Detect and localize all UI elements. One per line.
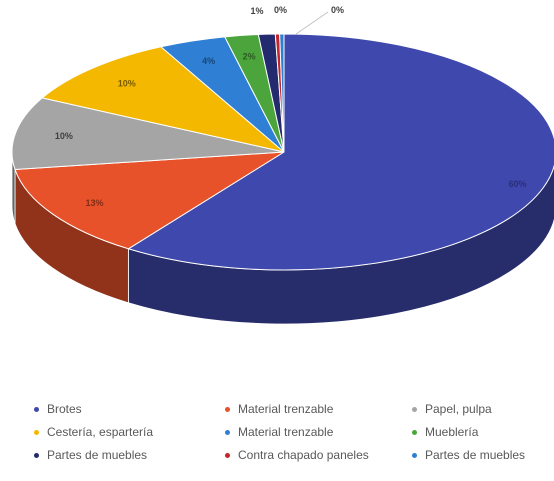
legend-item-5: Mueblería bbox=[412, 421, 478, 443]
legend-swatch bbox=[225, 406, 230, 412]
legend-item-6: Partes de muebles bbox=[34, 444, 147, 466]
pie-slice-8 bbox=[279, 33, 285, 153]
legend-item-0: Brotes bbox=[34, 398, 82, 420]
legend-label: Cestería, espartería bbox=[47, 425, 154, 439]
legend-swatch bbox=[412, 452, 417, 458]
pie-slice-0 bbox=[127, 33, 554, 271]
legend-label: Partes de muebles bbox=[47, 448, 148, 462]
pie-labels: 60% 13% 10% 10% 4% 2% 1% 0% 0% bbox=[55, 5, 527, 208]
slice-label-4: 4% bbox=[202, 56, 215, 66]
pie-slice-1 bbox=[14, 151, 285, 250]
legend-swatch bbox=[34, 452, 39, 458]
legend-label: Brotes bbox=[47, 402, 82, 416]
legend-swatch bbox=[225, 452, 230, 458]
slice-label-2: 10% bbox=[55, 131, 73, 141]
legend-swatch bbox=[34, 429, 39, 435]
slice-label-7: 0% bbox=[274, 5, 287, 15]
leader-line bbox=[295, 11, 329, 35]
legend-item-1: Material trenzable bbox=[225, 398, 333, 420]
slice-label-5: 2% bbox=[243, 51, 256, 61]
legend-swatch bbox=[34, 406, 39, 412]
legend-item-7: Contra chapado paneles bbox=[225, 444, 369, 466]
legend-item-3: Cestería, espartería bbox=[34, 421, 153, 443]
slice-label-3: 10% bbox=[118, 78, 136, 88]
slice-label-1: 13% bbox=[85, 198, 103, 208]
slice-label-0: 60% bbox=[509, 179, 527, 189]
slice-label-6: 1% bbox=[250, 6, 263, 16]
legend-label: Partes de muebles bbox=[425, 448, 526, 462]
legend-swatch bbox=[225, 429, 230, 435]
legend-item-4: Material trenzable bbox=[225, 421, 333, 443]
pie-tops bbox=[11, 33, 554, 271]
legend-label: Mueblería bbox=[425, 425, 479, 439]
legend-swatch bbox=[412, 406, 417, 412]
legend: Brotes Material trenzable Papel, pulpa Cest… bbox=[0, 398, 554, 478]
pie-chart: 60% 13% 10% 10% 4% 2% 1% 0% 0% bbox=[11, 5, 554, 325]
legend-label: Material trenzable bbox=[238, 425, 334, 439]
legend-label: Material trenzable bbox=[238, 402, 334, 416]
legend-label: Contra chapado paneles bbox=[238, 448, 369, 462]
pie-slice-2 bbox=[11, 97, 285, 171]
pie-slice-3 bbox=[41, 46, 285, 153]
legend-item-2: Papel, pulpa bbox=[412, 398, 492, 420]
legend-item-8: Partes de muebles bbox=[412, 444, 525, 466]
slice-label-8: 0% bbox=[331, 5, 344, 15]
legend-label: Papel, pulpa bbox=[425, 402, 492, 416]
legend-swatch bbox=[412, 429, 417, 435]
